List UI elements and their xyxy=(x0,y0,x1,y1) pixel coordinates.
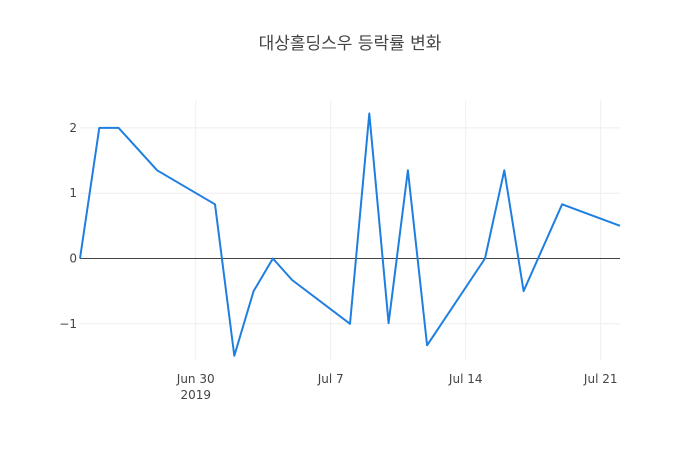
x-tick-year-label: 2019 xyxy=(180,388,211,402)
y-tick-label: 2 xyxy=(69,121,77,135)
x-tick-label: Jul 21 xyxy=(583,372,618,386)
y-tick-label: 0 xyxy=(69,252,77,266)
x-tick-label: Jul 7 xyxy=(317,372,344,386)
y-tick-label: −1 xyxy=(59,317,77,331)
x-axis-ticks: Jun 30 2019 Jul 7 Jul 14 Jul 21 xyxy=(176,372,618,402)
y-tick-label: 1 xyxy=(69,186,77,200)
x-tick-label: Jun 30 xyxy=(176,372,215,386)
y-axis-ticks: 2 1 0 −1 xyxy=(59,121,77,331)
x-tick-label: Jul 14 xyxy=(448,372,483,386)
chart-title: 대상홀딩스우 등락률 변화 xyxy=(259,34,442,54)
series-line[interactable] xyxy=(79,112,621,357)
